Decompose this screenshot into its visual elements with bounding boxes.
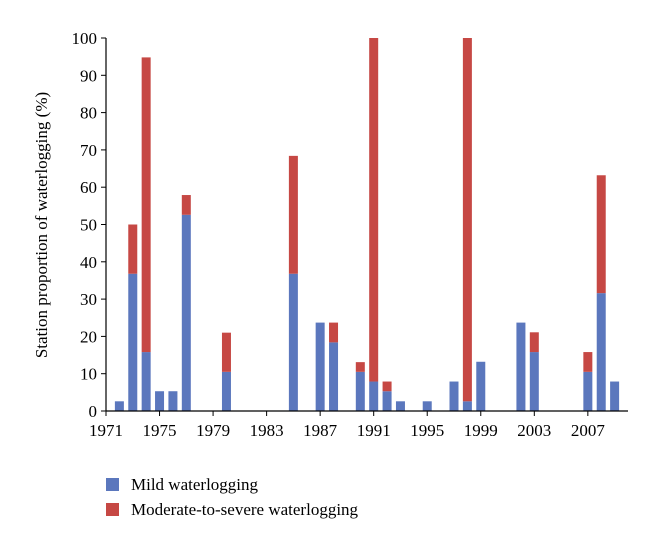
bar-severe-2003 <box>529 332 539 353</box>
y-tick-label-90: 90 <box>80 66 97 85</box>
x-tick-label-2003: 2003 <box>517 421 551 440</box>
y-tick-label-30: 30 <box>80 290 97 309</box>
y-axis: 0 10 20 30 40 50 60 70 80 90 100 <box>72 29 107 421</box>
x-tick-label-1999: 1999 <box>464 421 498 440</box>
bar-severe-1974 <box>141 57 151 353</box>
y-tick-label-70: 70 <box>80 141 97 160</box>
y-tick-label-20: 20 <box>80 327 97 346</box>
plot-area <box>114 38 620 411</box>
y-tick-label-40: 40 <box>80 253 97 272</box>
bar-severe-2008 <box>596 175 606 294</box>
bar-mild-1991 <box>369 381 379 411</box>
bar-mild-1987 <box>315 322 325 411</box>
bar-mild-1990 <box>355 371 365 411</box>
bar-severe-1985 <box>288 155 298 274</box>
bar-mild-1993 <box>395 401 405 411</box>
x-tick-label-1979: 1979 <box>196 421 230 440</box>
bar-severe-1992 <box>382 381 392 392</box>
x-axis: 1971 1975 1979 1983 1987 1991 1995 1999 2003 2007 <box>89 410 628 440</box>
legend-label-mild: Mild waterlogging <box>131 475 259 494</box>
legend: Mild waterlogging Moderate-to-severe wat… <box>106 475 359 519</box>
bar-mild-1999 <box>476 361 486 411</box>
bar-mild-1973 <box>128 273 138 411</box>
y-tick-label-80: 80 <box>80 104 97 123</box>
bar-severe-1990 <box>355 362 365 372</box>
y-tick-label-100: 100 <box>72 29 98 48</box>
bar-mild-1974 <box>141 352 151 411</box>
bar-severe-1988 <box>329 322 339 343</box>
bar-mild-2008 <box>596 293 606 411</box>
bar-severe-2007 <box>583 352 593 372</box>
bar-mild-2007 <box>583 371 593 411</box>
bar-severe-1977 <box>181 195 191 215</box>
bar-mild-1980 <box>221 371 231 411</box>
bar-mild-1975 <box>155 391 165 411</box>
legend-label-severe: Moderate-to-severe waterlogging <box>131 500 359 519</box>
y-axis-label: Station proportion of waterlogging (%) <box>32 92 51 358</box>
x-tick-label-1983: 1983 <box>250 421 284 440</box>
bar-mild-1998 <box>462 401 472 411</box>
bar-mild-1985 <box>288 273 298 411</box>
x-tick-label-1987: 1987 <box>303 421 338 440</box>
bar-mild-1997 <box>449 381 459 411</box>
bar-mild-2009 <box>610 381 620 411</box>
x-tick-label-1991: 1991 <box>357 421 391 440</box>
y-tick-label-0: 0 <box>89 402 98 421</box>
bar-mild-1977 <box>181 214 191 411</box>
bar-mild-1995 <box>422 401 432 411</box>
bar-mild-1976 <box>168 391 178 411</box>
y-tick-label-60: 60 <box>80 178 97 197</box>
x-tick-label-2007: 2007 <box>571 421 606 440</box>
bar-mild-2002 <box>516 322 526 411</box>
bar-severe-1980 <box>221 332 231 372</box>
y-tick-label-50: 50 <box>80 216 97 235</box>
x-tick-label-1975: 1975 <box>143 421 177 440</box>
legend-swatch-mild <box>106 478 119 491</box>
bar-mild-1992 <box>382 391 392 411</box>
bar-severe-1973 <box>128 224 138 274</box>
bar-severe-1991 <box>369 38 379 382</box>
x-tick-label-1995: 1995 <box>410 421 444 440</box>
legend-swatch-severe <box>106 503 119 516</box>
y-tick-label-10: 10 <box>80 365 97 384</box>
bar-mild-2003 <box>529 352 539 411</box>
bar-mild-1972 <box>114 401 124 411</box>
bar-mild-1988 <box>329 342 339 411</box>
x-tick-label-1971: 1971 <box>89 421 123 440</box>
bar-severe-1998 <box>462 38 472 402</box>
